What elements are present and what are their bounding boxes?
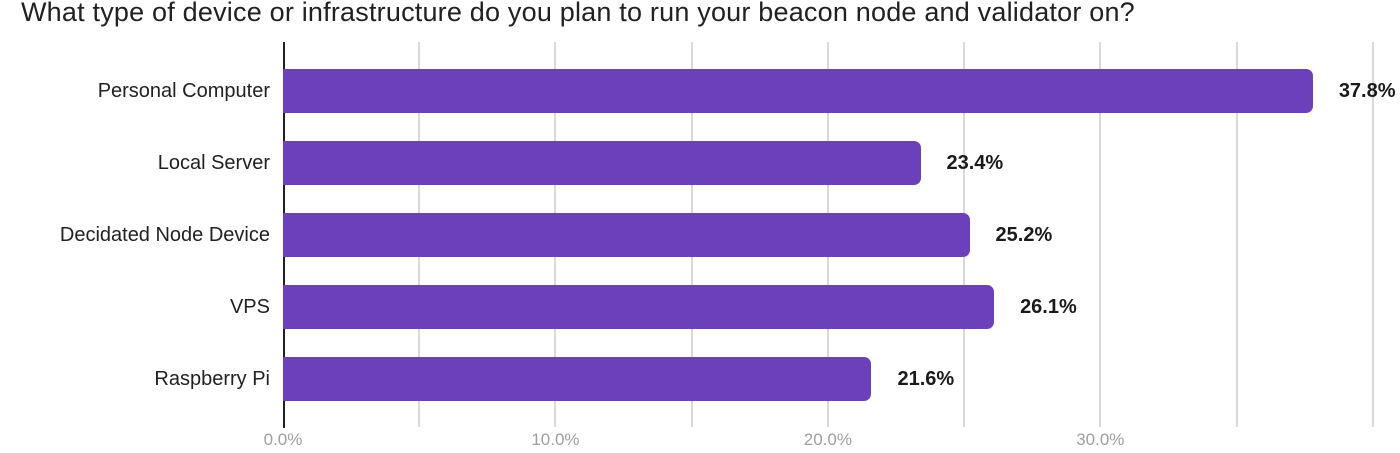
value-label: 25.2%	[995, 224, 1053, 246]
gridline	[1371, 42, 1374, 427]
value-label: 26.1%	[1020, 296, 1077, 318]
category-label: Personal Computer	[97, 80, 270, 102]
x-tick-label: 0.0%	[263, 430, 303, 449]
bar-vps	[283, 285, 995, 329]
value-label: 21.6%	[897, 368, 955, 390]
category-label: Local Server	[157, 152, 270, 174]
x-tick-label: 20.0%	[803, 430, 852, 449]
x-tick-label: 30.0%	[1076, 430, 1125, 449]
bar-raspberry-pi	[283, 357, 872, 401]
category-label: VPS	[229, 296, 270, 318]
gridline	[1235, 42, 1238, 427]
bar-personal-computer	[283, 69, 1313, 113]
category-label: Decidated Node Device	[59, 224, 270, 246]
bar-local-server	[283, 141, 921, 185]
plot-area	[283, 42, 1400, 428]
chart-title: What type of device or infrastructure do…	[21, 0, 1135, 27]
gridline	[1099, 42, 1102, 427]
x-tick-label: 10.0%	[531, 430, 580, 449]
bar-decidated-node-device	[283, 213, 970, 257]
category-label: Raspberry Pi	[154, 368, 270, 390]
value-label: 23.4%	[946, 152, 1004, 174]
value-label: 37.8%	[1338, 80, 1396, 102]
